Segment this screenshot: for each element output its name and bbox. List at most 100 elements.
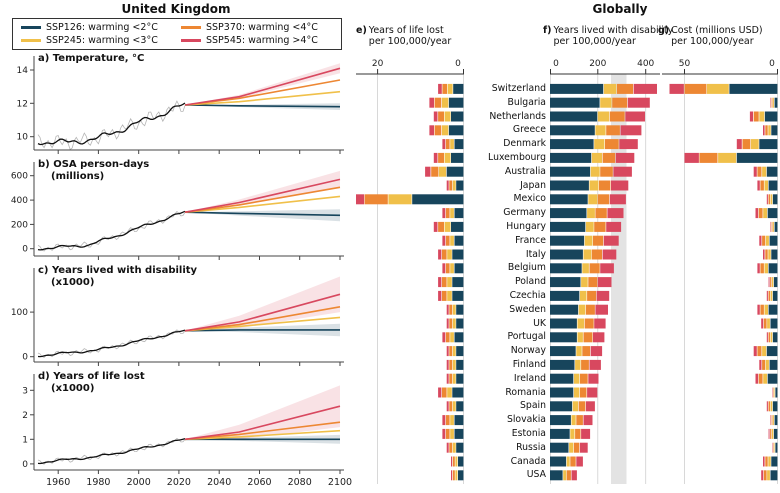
- bar-segment-SSP370: [449, 304, 453, 315]
- bar-segment-SSP126: [550, 166, 591, 177]
- country-label: Ireland: [513, 372, 546, 384]
- bar-segment-SSP245: [585, 221, 594, 232]
- bar-segment-SSP370: [589, 263, 600, 274]
- bar-segment-SSP370: [585, 304, 595, 315]
- bar-segment-SSP126: [772, 194, 778, 205]
- bar-segment-SSP245: [450, 263, 454, 274]
- country-label: UK: [533, 317, 546, 329]
- bar-segment-SSP126: [456, 373, 464, 384]
- bar-segment-SSP126: [458, 456, 464, 467]
- bar-segment-SSP245: [450, 208, 454, 219]
- country-labels: Switzerland Bulgaria Netherlands Greece Denm…: [462, 82, 546, 482]
- bar-segment-SSP370: [449, 346, 453, 357]
- bar-segment-SSP370: [445, 235, 450, 246]
- legend-label: SSP245: warming <3°C: [46, 35, 158, 46]
- bar-segment-SSP545: [755, 208, 759, 219]
- legend-label: SSP545: warming >4°C: [206, 35, 318, 46]
- bar-segment-SSP245: [600, 97, 612, 108]
- country-label: Netherlands: [489, 110, 546, 122]
- bar-segment-SSP370: [768, 194, 771, 205]
- scenario-line-SSP370: [184, 306, 341, 332]
- bar-segment-SSP545: [433, 111, 438, 122]
- bar-segment-SSP545: [766, 290, 768, 301]
- bar-segment-SSP126: [550, 304, 579, 315]
- bar-segment-SSP245: [578, 304, 586, 315]
- country-label: Australia: [504, 165, 546, 177]
- svg-text:3: 3: [22, 386, 28, 396]
- bar-segment-SSP245: [750, 139, 759, 150]
- svg-text:1: 1: [22, 435, 28, 445]
- reference-band: [611, 74, 627, 484]
- bar-segment-SSP245: [764, 304, 768, 315]
- bar-segment-SSP126: [550, 152, 592, 163]
- bar-segment-SSP370: [434, 97, 442, 108]
- panel-e-letter: e): [356, 25, 367, 36]
- country-label: Portugal: [507, 331, 546, 343]
- bar-segment-SSP370: [442, 290, 447, 301]
- bar-segment-SSP126: [773, 277, 778, 288]
- bar-segment-SSP245: [597, 111, 610, 122]
- panel-f-title: Years lived with disability per 100,000/y…: [553, 25, 674, 48]
- bar-segment-SSP370: [445, 208, 450, 219]
- uncertainty-band: [185, 385, 340, 440]
- bar-segment-SSP245: [764, 180, 768, 191]
- bar-segment-SSP126: [769, 359, 778, 370]
- bar-segment-SSP370: [594, 221, 606, 232]
- bar-segment-SSP245: [444, 111, 451, 122]
- bar-segment-SSP245: [765, 235, 769, 246]
- country-label: Russia: [516, 441, 546, 453]
- bar-segment-SSP370: [573, 442, 580, 453]
- bar-segment-SSP126: [550, 194, 588, 205]
- country-label: Italy: [525, 248, 546, 260]
- bar-segment-SSP370: [742, 139, 751, 150]
- bar-segment-SSP370: [576, 415, 583, 426]
- bar-segment-SSP370: [609, 111, 625, 122]
- svg-text:200: 200: [11, 220, 28, 230]
- country-label: Germany: [503, 207, 546, 219]
- bar-segment-SSP545: [763, 249, 765, 260]
- bar-segment-SSP126: [550, 415, 571, 426]
- bar-segment-SSP545: [609, 194, 626, 205]
- bar-segment-SSP545: [446, 401, 449, 412]
- bar-segment-SSP126: [452, 387, 464, 398]
- bar-segment-SSP126: [456, 442, 464, 453]
- bar-segment-SSP245: [388, 194, 412, 205]
- uncertainty-band: [185, 170, 340, 213]
- bar-segment-SSP245: [452, 304, 456, 315]
- bar-segment-SSP370: [771, 97, 773, 108]
- bar-segment-SSP370: [768, 290, 771, 301]
- bar-segment-SSP126: [772, 290, 778, 301]
- country-label: Sweden: [509, 303, 546, 315]
- bar-segment-SSP545: [442, 263, 446, 274]
- bar-segment-SSP370: [449, 318, 453, 329]
- country-label: Spain: [520, 400, 546, 412]
- svg-text:0: 0: [553, 59, 559, 69]
- bar-segment-SSP545: [755, 373, 759, 384]
- ssp126-color-swatch: [21, 26, 41, 29]
- svg-text:400: 400: [11, 196, 28, 206]
- bar-segment-SSP245: [452, 359, 456, 370]
- bar-segment-SSP245: [768, 456, 771, 467]
- bar-segment-SSP545: [753, 166, 757, 177]
- bar-segment-SSP370: [602, 152, 616, 163]
- bar-segment-SSP126: [454, 235, 464, 246]
- svg-text:0: 0: [455, 59, 461, 69]
- bar-segment-SSP245: [603, 83, 617, 94]
- scenario-line-SSP126: [184, 211, 341, 217]
- bar-segment-SSP245: [774, 442, 775, 453]
- bar-segment-SSP370: [606, 125, 620, 136]
- bar-segment-SSP245: [570, 428, 575, 439]
- bar-segment-SSP126: [452, 290, 464, 301]
- uk-osa-person-days-chart: 0 200 400 600: [11, 162, 344, 260]
- bar-segment-SSP245: [595, 125, 606, 136]
- bar-segment-SSP245: [442, 97, 449, 108]
- scenario-line-SSP545: [184, 405, 341, 441]
- bar-segment-SSP370: [566, 470, 571, 481]
- bar-segment-SSP245: [594, 139, 605, 150]
- historical-smoothed-line: [37, 437, 186, 465]
- bar-segment-SSP245: [566, 456, 570, 467]
- bar-segment-SSP126: [774, 97, 778, 108]
- bar-segment-SSP245: [773, 221, 774, 232]
- bar-segment-SSP545: [603, 235, 619, 246]
- bar-segment-SSP545: [446, 318, 449, 329]
